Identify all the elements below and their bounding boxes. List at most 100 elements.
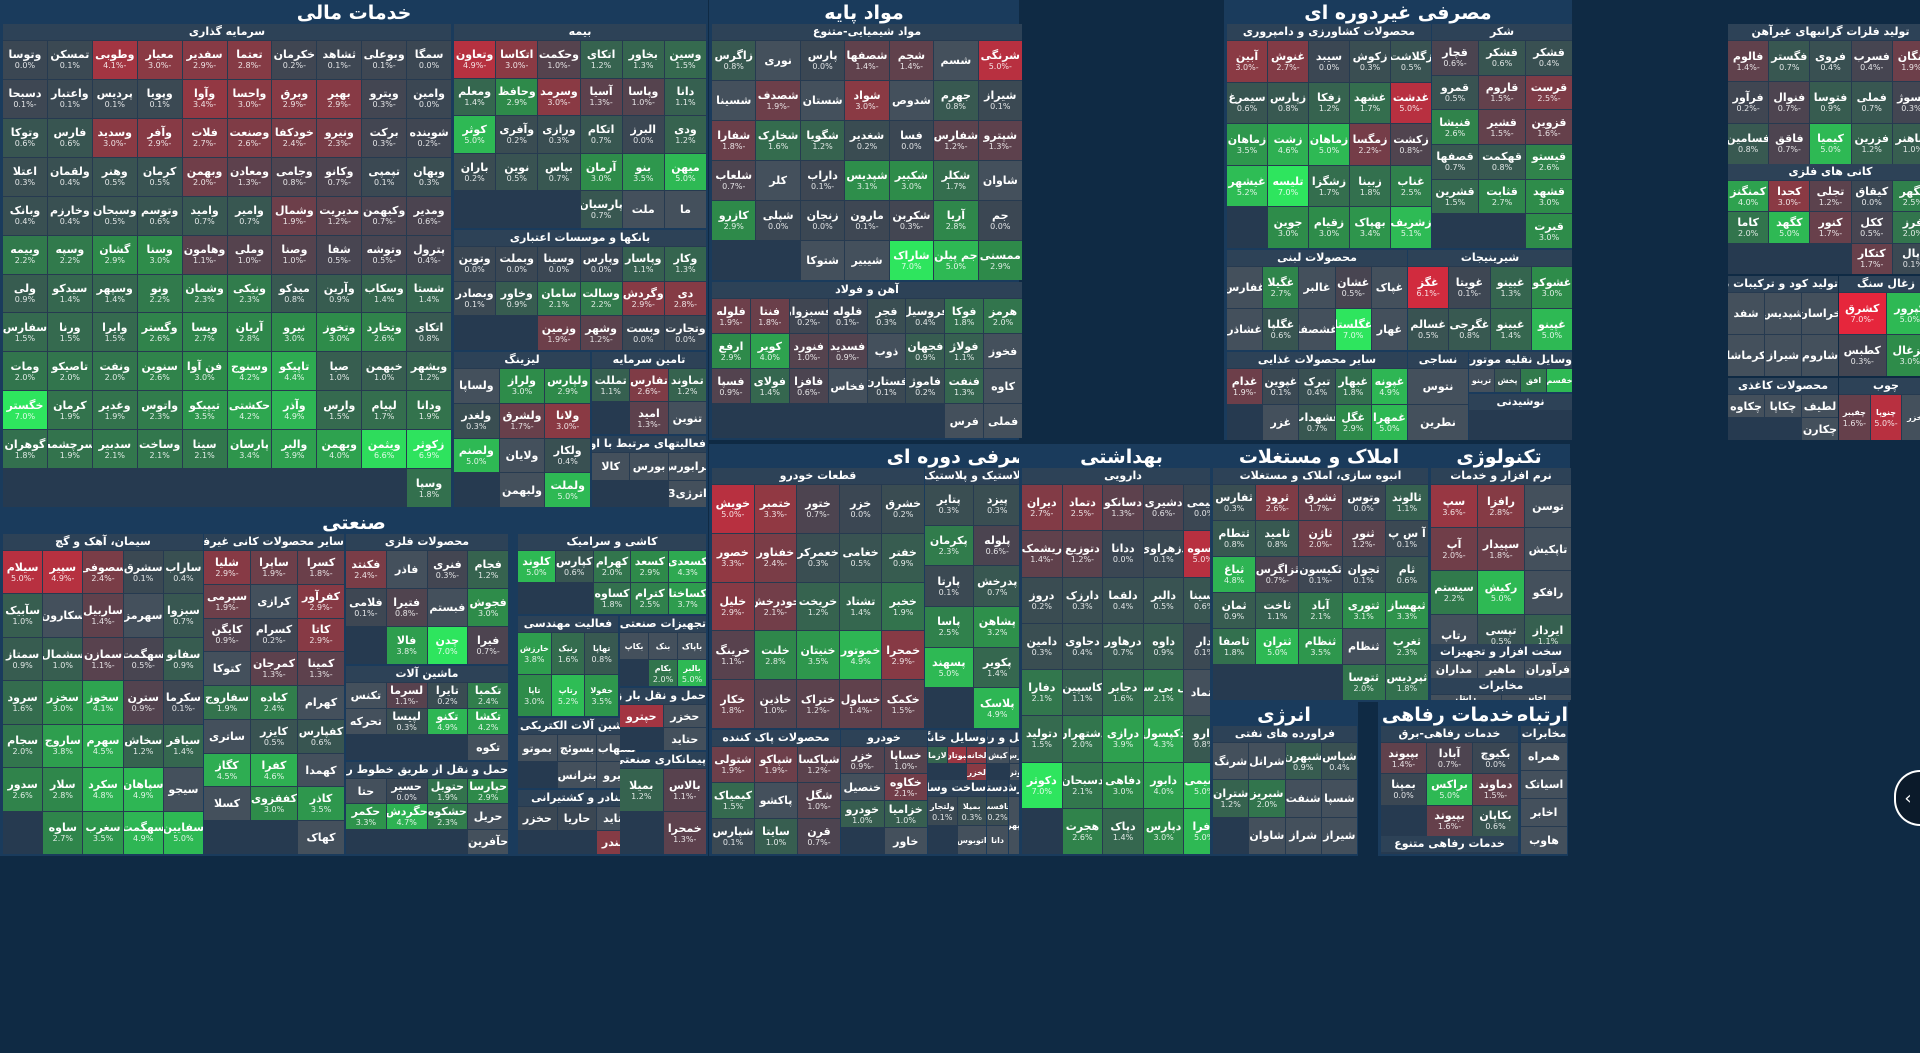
stock-tile[interactable]: وسنوج 4.2% bbox=[227, 352, 272, 391]
stock-tile[interactable]: غیشهر 5.2% bbox=[1227, 165, 1267, 207]
stock-tile[interactable]: پارس 0.0% bbox=[800, 41, 845, 80]
stock-tile[interactable]: افق bbox=[1521, 369, 1546, 392]
stock-tile[interactable]: سخزر 3.0% bbox=[43, 681, 83, 724]
stock-tile[interactable]: تکنس bbox=[346, 683, 386, 708]
stock-tile[interactable]: وحکمت -1.0% bbox=[538, 41, 580, 78]
stock-tile[interactable]: فنورد -1.0% bbox=[789, 334, 828, 368]
stock-tile[interactable]: اتوبوس bbox=[957, 826, 986, 854]
stock-tile[interactable]: شبریز 2.0% bbox=[1249, 780, 1285, 817]
stock-tile[interactable]: بپاس 0.7% bbox=[538, 153, 580, 191]
industry-block[interactable]: نوشیدنی bbox=[1469, 394, 1572, 440]
industry-block[interactable]: خدمات رفاهی-برق بکیوچ 0.0% آبادا -0.7% بپیوند… bbox=[1381, 726, 1518, 836]
stock-tile[interactable]: ختراک -1.2% bbox=[797, 680, 839, 728]
stock-tile[interactable]: اتکاسا -3.0% bbox=[496, 41, 538, 78]
stock-tile[interactable]: وصنعت -2.6% bbox=[227, 118, 272, 157]
stock-tile[interactable]: دکوثر 7.0% bbox=[1022, 762, 1062, 808]
stock-tile[interactable]: فاقق -0.7% bbox=[1769, 123, 1810, 164]
stock-tile[interactable]: پکرمان 2.3% bbox=[925, 525, 973, 566]
stock-tile[interactable]: تمسکن 0.1% bbox=[47, 41, 92, 79]
stock-tile[interactable]: شاوان bbox=[978, 161, 1022, 200]
stock-tile[interactable]: غپونه 4.9% bbox=[1371, 369, 1407, 404]
stock-tile[interactable]: زکوثر 6.9% bbox=[407, 430, 451, 469]
stock-tile[interactable]: سمازن -1.1% bbox=[83, 637, 123, 681]
stock-tile[interactable]: شیراز bbox=[1321, 817, 1357, 854]
stock-tile[interactable]: کهرام bbox=[298, 686, 344, 719]
stock-tile[interactable]: وبهان 0.3% bbox=[407, 157, 451, 196]
industry-block[interactable]: سایر محصولات کانی غیرفلزیکسرا-1.8%ساپرا-… bbox=[204, 534, 344, 854]
stock-tile[interactable]: پشاهن 3.2% bbox=[973, 607, 1021, 647]
stock-tile[interactable]: فملی 0.7% bbox=[1851, 82, 1892, 123]
stock-tile[interactable]: حآفرین bbox=[468, 829, 508, 854]
stock-tile[interactable]: لپیام 1.7% bbox=[362, 391, 407, 430]
stock-tile[interactable]: اتکای 1.2% bbox=[580, 41, 622, 78]
stock-tile[interactable]: پخش bbox=[1495, 369, 1520, 392]
stock-tile[interactable]: دزهراوی0.1% bbox=[1143, 531, 1184, 577]
stock-tile[interactable]: وبوعلی -0.1% bbox=[362, 41, 407, 79]
stock-tile[interactable]: سهگمت 4.9% bbox=[123, 811, 163, 854]
stock-tile[interactable]: خویش -5.0% bbox=[712, 485, 754, 533]
stock-tile[interactable]: دشیری -0.6% bbox=[1143, 485, 1184, 531]
stock-tile[interactable]: سیجو bbox=[163, 768, 203, 811]
stock-tile[interactable]: دسانکو -1.3% bbox=[1103, 485, 1143, 531]
stock-tile[interactable]: چکاوه bbox=[1728, 395, 1764, 417]
stock-tile[interactable]: کهمدا bbox=[298, 753, 344, 787]
stock-tile[interactable]: فنری -0.3% bbox=[427, 551, 468, 588]
stock-tile[interactable]: چفیبر -1.6% bbox=[1839, 395, 1870, 440]
stock-tile[interactable]: شلعاب -0.7% bbox=[712, 161, 756, 200]
stock-tile[interactable]: درهاور 0.7% bbox=[1103, 623, 1143, 669]
stock-tile[interactable]: لسرما -1.1% bbox=[386, 683, 427, 708]
stock-tile[interactable]: ویسا 2.7% bbox=[182, 313, 227, 352]
stock-tile[interactable]: غگرجی 0.8% bbox=[1449, 309, 1490, 350]
stock-tile[interactable]: غبهار 1.8% bbox=[1335, 369, 1371, 404]
stock-tile[interactable]: فنتا -1.8% bbox=[750, 299, 789, 333]
stock-tile[interactable]: قرن -0.7% bbox=[798, 819, 840, 854]
industry-block[interactable]: سیمان، آهک و گچساراب0.4%سشرق0.1%سصوفی-2.… bbox=[3, 534, 203, 854]
stock-tile[interactable]: ویترو -0.3% bbox=[362, 79, 407, 118]
stock-tile[interactable]: پتایر 0.3% bbox=[925, 485, 973, 525]
stock-tile[interactable]: پدرخش 0.7% bbox=[973, 566, 1021, 606]
stock-tile[interactable]: غویتا -0.1% bbox=[1449, 267, 1490, 308]
stock-tile[interactable]: حتاید bbox=[663, 728, 706, 750]
stock-tile[interactable]: ولشرق -1.7% bbox=[499, 403, 545, 438]
stock-tile[interactable]: شگویا 1.2% bbox=[800, 121, 845, 160]
stock-tile[interactable]: فافزا -0.6% bbox=[789, 369, 828, 403]
stock-tile[interactable]: سیمرغ 0.6% bbox=[1227, 82, 1267, 124]
stock-tile[interactable]: قشیر -1.5% bbox=[1479, 110, 1525, 144]
stock-tile[interactable]: تکشا 4.2% bbox=[468, 709, 508, 734]
stock-tile[interactable]: وسپهر 1.4% bbox=[92, 274, 137, 313]
stock-tile[interactable]: خودرو 1.0% bbox=[841, 801, 884, 827]
stock-tile[interactable]: حخزر bbox=[663, 705, 706, 727]
stock-tile[interactable]: قثابت 2.7% bbox=[1479, 179, 1525, 214]
stock-tile[interactable]: آریا 2.8% bbox=[934, 201, 978, 240]
stock-tile[interactable]: قرست -2.5% bbox=[1526, 75, 1572, 110]
stock-tile[interactable]: لخزر bbox=[967, 764, 986, 780]
stock-tile[interactable]: اخابر bbox=[1521, 799, 1567, 826]
stock-tile[interactable]: آرمان 3.0% bbox=[580, 153, 622, 191]
stock-tile[interactable]: پارتا 0.1% bbox=[925, 566, 973, 606]
stock-tile[interactable]: فباهنر1.0% bbox=[1892, 123, 1920, 164]
stock-tile[interactable]: دشتهران2.0% bbox=[1062, 716, 1103, 762]
stock-tile[interactable]: وخاور 0.9% bbox=[496, 281, 538, 316]
stock-tile[interactable]: قهکمت 0.8% bbox=[1479, 145, 1525, 179]
stock-tile[interactable]: سیدکو 1.4% bbox=[47, 274, 92, 313]
stock-tile[interactable]: وامین 0.0% bbox=[407, 79, 451, 118]
stock-tile[interactable]: نوری bbox=[756, 41, 800, 80]
stock-tile[interactable]: سیتا 2.1% bbox=[182, 430, 227, 469]
industry-block[interactable]: پیمانکاری صنعتی بالاس -1.1% بمیلا 1.2% خمحرا -… bbox=[620, 752, 706, 854]
stock-tile[interactable]: بکام 2.0% bbox=[649, 660, 677, 686]
industry-block[interactable]: چوبچخزرچنوپا-5.0%چفیبر-1.6% bbox=[1839, 378, 1920, 440]
stock-tile[interactable]: وارس 1.5% bbox=[317, 391, 362, 430]
stock-tile[interactable]: ودانا 1.9% bbox=[407, 391, 451, 430]
stock-tile[interactable]: ثتوری 3.1% bbox=[1342, 593, 1385, 628]
stock-tile[interactable]: فخوز bbox=[984, 334, 1022, 368]
stock-tile[interactable]: رافزا -2.8% bbox=[1478, 485, 1524, 528]
stock-tile[interactable]: چدن 7.0% bbox=[427, 627, 468, 664]
stock-tile[interactable]: کرماشا bbox=[1728, 335, 1764, 376]
stock-tile[interactable]: ونفت 2.0% bbox=[92, 352, 137, 391]
stock-tile[interactable]: فارس 0.6% bbox=[47, 118, 92, 157]
stock-tile[interactable]: حخزر bbox=[518, 807, 557, 830]
stock-tile[interactable]: فوکا 1.8% bbox=[945, 299, 984, 333]
stock-tile[interactable]: شپدیس bbox=[1765, 293, 1801, 334]
stock-tile[interactable]: زنجان 0.0% bbox=[800, 201, 845, 240]
stock-tile[interactable]: زماهان 5.0% bbox=[1309, 124, 1349, 165]
